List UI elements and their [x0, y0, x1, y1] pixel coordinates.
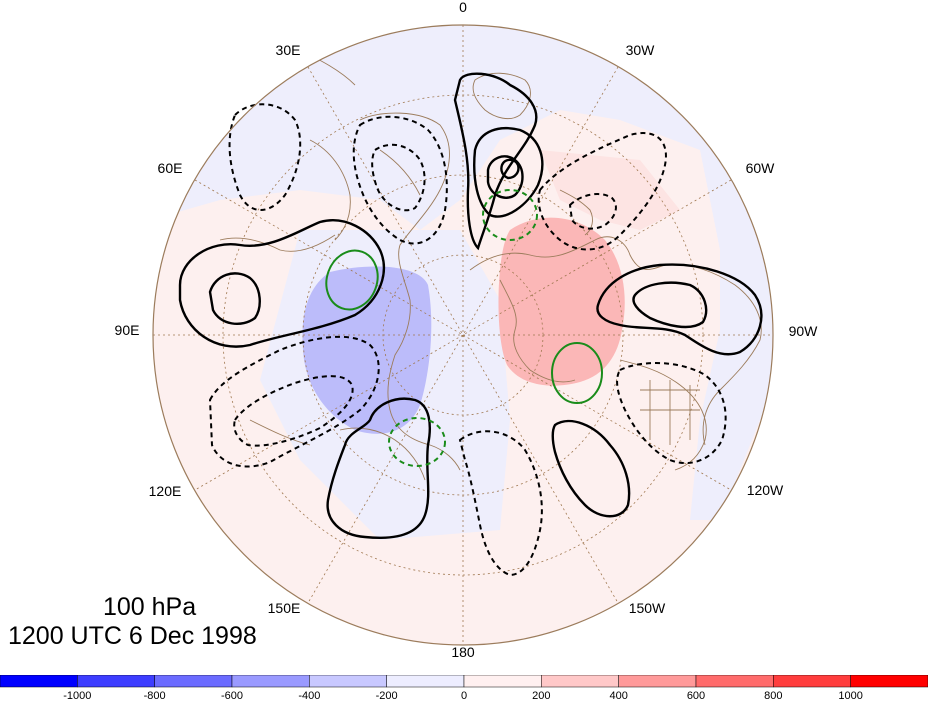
contour-solid-7	[596, 263, 763, 356]
colorbar-box	[386, 675, 465, 688]
lon-label-90e: 90E	[115, 322, 140, 338]
colorbar-box	[77, 675, 155, 688]
lon-label-150w: 150W	[629, 600, 666, 616]
pressure-level-title: 100 hPa	[103, 593, 197, 621]
colorbar-box	[0, 675, 78, 688]
green-solid-1	[325, 249, 379, 311]
colorbar-box	[154, 675, 233, 688]
colorbar-tick-label: -600	[221, 690, 243, 702]
colorbar-box	[463, 675, 542, 688]
contour-solid-10	[551, 419, 631, 518]
colorbar-labels: -1000 -800 -600 -400 -200 0 200 400 600 800 1000	[63, 690, 863, 702]
contour-solid-5	[178, 219, 385, 348]
red-shaded-area	[498, 217, 625, 386]
lon-label-120w: 120W	[747, 482, 784, 498]
colorbar-box	[541, 675, 619, 688]
green-contours	[325, 189, 603, 467]
contour-dashed-4	[537, 132, 667, 251]
colorbar-tick-label: 400	[609, 690, 627, 702]
contour-dashed-6	[208, 335, 380, 468]
contour-solid-4	[500, 158, 520, 180]
colorbar-tick-label: -800	[144, 690, 166, 702]
contour-solid-9	[326, 397, 431, 539]
lon-label-30w: 30W	[626, 42, 656, 58]
valid-time-title: 1200 UTC 6 Dec 1998	[8, 622, 257, 650]
colorbar-tick-label: 600	[687, 690, 705, 702]
red-shaded-light	[540, 150, 680, 230]
contour-solid-8	[632, 281, 708, 329]
lon-label-0: 0	[459, 0, 467, 15]
colorbar-box	[695, 675, 774, 688]
lon-label-180: 180	[451, 644, 475, 660]
coastlines	[219, 49, 762, 481]
lon-label-30e: 30E	[276, 42, 301, 58]
green-dashed-2	[388, 417, 446, 467]
contour-solid-6	[208, 272, 261, 326]
positive-contours	[178, 72, 763, 539]
longitude-labels: 0 30W 60W 90W 120W 150W 180 150E 120E 90…	[115, 0, 819, 660]
blue-shaded-area	[302, 266, 432, 434]
colorbar-tick-label: 800	[764, 690, 782, 702]
lon-label-120e: 120E	[149, 483, 182, 499]
contour-dashed-3	[371, 143, 426, 212]
colorbar-tick-label: -1000	[63, 690, 91, 702]
colorbar-box	[773, 675, 851, 688]
contour-dashed-8	[458, 430, 543, 577]
contour-solid-2	[473, 127, 544, 218]
map-boundary	[152, 24, 774, 646]
colorbar-box	[309, 675, 387, 688]
colorbar-tick-label: 1000	[838, 690, 862, 702]
colorbar-tick-label: -400	[298, 690, 320, 702]
lon-label-60e: 60E	[158, 160, 183, 176]
contour-dashed-9	[616, 362, 727, 465]
graticule	[153, 25, 773, 645]
colorbar-box	[850, 675, 928, 688]
contour-dashed-2	[352, 115, 448, 245]
contour-solid-3	[486, 155, 524, 199]
colorbar: -1000 -800 -600 -400 -200 0 200 400 600 800 1000	[0, 675, 928, 702]
lon-label-60w: 60W	[746, 160, 776, 176]
contour-dashed-5	[568, 193, 617, 230]
green-dashed-1	[482, 189, 538, 241]
colorbar-tick-label: 0	[461, 690, 467, 702]
colorbar-boxes	[0, 675, 928, 688]
lon-label-90w: 90W	[789, 323, 819, 339]
colorbar-box	[231, 675, 310, 688]
colorbar-tick-label: -200	[376, 690, 398, 702]
colorbar-box	[618, 675, 697, 688]
negative-contours	[208, 103, 727, 577]
contour-dashed-1	[228, 103, 302, 211]
green-solid-2	[551, 342, 603, 404]
contour-dashed-7	[233, 375, 354, 447]
polar-map: 0 30W 60W 90W 120W 150W 180 150E 120E 90…	[115, 0, 819, 660]
colorbar-tick-label: 200	[532, 690, 550, 702]
lon-label-150e: 150E	[268, 600, 301, 616]
